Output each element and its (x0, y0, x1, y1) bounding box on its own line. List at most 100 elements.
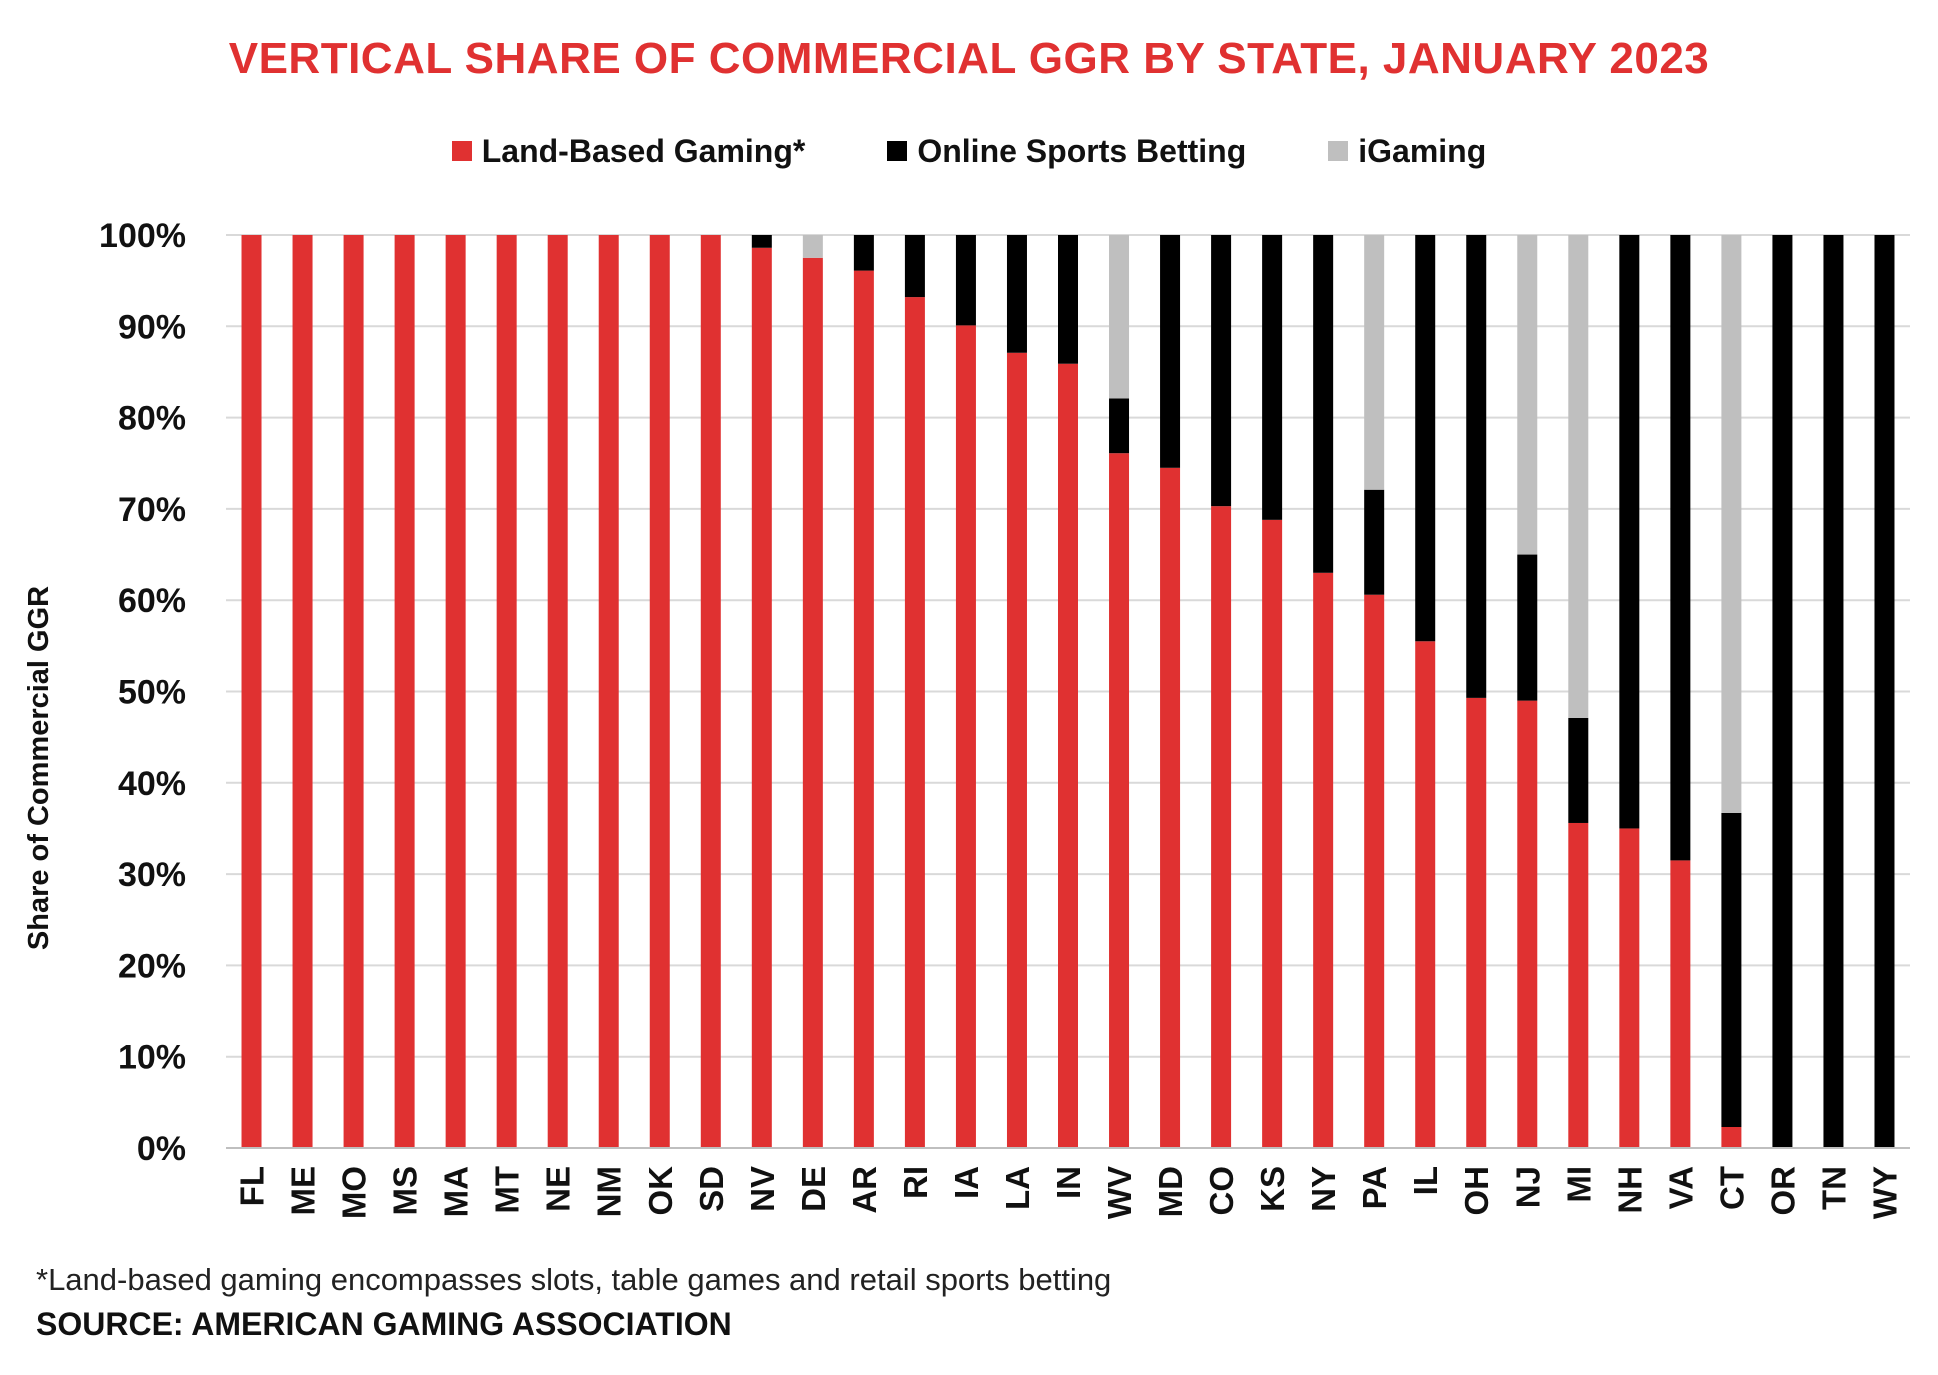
bar-mi-series-2 (1568, 235, 1589, 718)
x-tick-label: WV (1101, 1166, 1138, 1219)
legend-item-land-based: Land-Based Gaming* (451, 132, 806, 170)
y-tick-label: 60% (118, 582, 186, 620)
y-tick-label: 0% (137, 1130, 186, 1168)
axes: 0% 10% 20% 30% 40% 50% 60% 70% 80% 90% 100% FL ME MO M… (99, 217, 1910, 1219)
bar-pa-series-2 (1364, 235, 1385, 490)
x-tick-label: MD (1152, 1166, 1189, 1217)
bar-mo-series-0 (343, 235, 364, 1148)
bar-wv-series-1 (1109, 398, 1130, 454)
bar-ma-series-0 (445, 235, 466, 1148)
bar-ny-series-0 (1313, 572, 1334, 1148)
bar-oh-series-1 (1466, 235, 1487, 698)
x-tick-label: CT (1713, 1166, 1750, 1210)
bar-ar-series-1 (853, 235, 874, 271)
x-tick-label: WY (1866, 1166, 1903, 1219)
y-axis-title: Share of Commercial GGR (23, 586, 55, 950)
bar-va-series-1 (1670, 235, 1691, 861)
x-tick-label: NY (1305, 1166, 1342, 1212)
bar-nh-series-0 (1619, 828, 1640, 1148)
x-tick-label: MI (1560, 1166, 1597, 1203)
legend-swatch-land-based (451, 141, 472, 161)
y-tick-label: 90% (118, 308, 186, 346)
bar-mi-series-0 (1568, 822, 1589, 1148)
bar-ok-series-0 (649, 235, 670, 1148)
x-tick-label: VA (1662, 1166, 1699, 1209)
bar-tn-series-1 (1823, 235, 1844, 1148)
bar-ct-series-0 (1721, 1127, 1742, 1148)
chart-title: VERTICAL SHARE OF COMMERCIAL GGR BY STAT… (228, 34, 1710, 83)
bar-sd-series-0 (700, 235, 721, 1148)
bar-ia-series-0 (955, 325, 976, 1149)
bar-ri-series-0 (904, 297, 925, 1149)
x-tick-label: MT (489, 1166, 526, 1214)
y-tick-label: 20% (118, 947, 186, 985)
legend: Land-Based Gaming* Online Sports Betting… (0, 128, 1938, 174)
y-tick-label: 50% (118, 674, 186, 712)
bar-co-series-0 (1211, 506, 1232, 1148)
bar-pa-series-1 (1364, 489, 1385, 595)
legend-swatch-online-sports-betting (887, 141, 908, 161)
x-tick-label: TN (1815, 1166, 1852, 1210)
bar-ne-series-0 (547, 235, 568, 1148)
x-tick-label: PA (1356, 1166, 1393, 1209)
bar-de-series-2 (802, 235, 823, 258)
legend-label-online-sports-betting: Online Sports Betting (917, 132, 1247, 169)
y-tick-label: 80% (118, 400, 186, 438)
y-tick-label: 10% (118, 1039, 186, 1077)
bar-in-series-0 (1058, 363, 1078, 1148)
x-tick-label: OK (642, 1166, 679, 1216)
bar-wv-series-2 (1109, 235, 1130, 399)
bar-md-series-0 (1160, 467, 1181, 1148)
x-tick-label: IL (1407, 1166, 1444, 1195)
bars (241, 235, 1895, 1149)
bar-il-series-1 (1415, 235, 1436, 642)
bar-wv-series-0 (1109, 453, 1130, 1148)
y-tick-label: 70% (118, 491, 186, 529)
bar-mi-series-1 (1568, 717, 1589, 823)
x-tick-label: LA (999, 1166, 1036, 1210)
x-tick-label: OH (1458, 1166, 1495, 1216)
bar-la-series-0 (1006, 352, 1027, 1149)
bar-oh-series-0 (1466, 697, 1487, 1148)
bar-pa-series-0 (1364, 594, 1385, 1148)
bar-wy-series-1 (1874, 235, 1895, 1148)
x-tick-label: FL (234, 1166, 271, 1206)
bar-nj-series-1 (1517, 554, 1538, 701)
x-tick-label: NV (744, 1166, 781, 1212)
y-tick-label: 30% (118, 856, 186, 894)
x-tick-label: OR (1764, 1166, 1801, 1216)
legend-item-igaming: iGaming (1328, 133, 1486, 170)
bar-or-series-1 (1772, 235, 1793, 1148)
x-tick-label: CO (1203, 1166, 1240, 1216)
bar-ks-series-0 (1262, 519, 1283, 1148)
bar-ct-series-2 (1721, 235, 1742, 813)
bar-ri-series-1 (904, 235, 925, 298)
legend-label-land-based: Land-Based Gaming* (481, 132, 806, 169)
x-tick-label: NE (540, 1166, 577, 1212)
x-tick-label: IA (948, 1166, 985, 1199)
x-tick-label: NJ (1509, 1166, 1546, 1208)
bar-ks-series-1 (1262, 235, 1283, 520)
x-tick-label: ME (285, 1166, 322, 1216)
bar-nj-series-0 (1517, 700, 1538, 1148)
bar-ia-series-1 (955, 235, 976, 326)
x-tick-label: KS (1254, 1166, 1291, 1212)
bar-ct-series-1 (1721, 812, 1742, 1128)
y-tick-label: 40% (118, 765, 186, 803)
bar-nh-series-1 (1619, 235, 1640, 829)
legend-swatch-igaming (1328, 141, 1349, 161)
x-tick-label: AR (846, 1166, 883, 1214)
bar-ms-series-0 (394, 235, 415, 1148)
x-tick-label: NH (1611, 1166, 1648, 1214)
source-line: SOURCE: AMERICAN GAMING ASSOCIATION (36, 1306, 732, 1342)
bar-nj-series-2 (1517, 235, 1538, 555)
bar-nv-series-1 (751, 235, 772, 248)
bar-ar-series-0 (853, 270, 874, 1148)
bar-la-series-1 (1006, 235, 1027, 353)
bar-va-series-0 (1670, 860, 1691, 1148)
x-tick-label: SD (693, 1166, 730, 1212)
legend-label-igaming: iGaming (1358, 132, 1487, 169)
y-tick-label: 100% (99, 217, 186, 255)
x-tick-label: NM (591, 1166, 628, 1217)
